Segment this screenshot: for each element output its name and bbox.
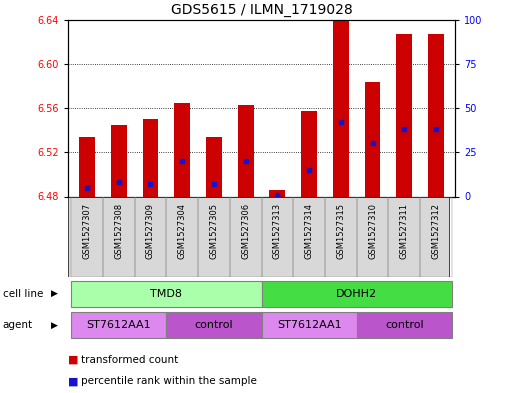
Bar	[389, 196, 420, 277]
Text: GSM1527305: GSM1527305	[209, 203, 219, 259]
Text: ▶: ▶	[51, 289, 58, 298]
Bar	[206, 137, 222, 196]
Text: agent: agent	[3, 320, 33, 330]
Bar	[325, 196, 357, 277]
Text: ▶: ▶	[51, 321, 58, 330]
Bar	[230, 196, 262, 277]
Bar	[269, 190, 285, 196]
Title: GDS5615 / ILMN_1719028: GDS5615 / ILMN_1719028	[170, 3, 353, 17]
Bar	[198, 196, 230, 277]
Bar	[301, 111, 317, 196]
Text: ■: ■	[68, 354, 78, 365]
Bar	[71, 312, 166, 338]
Text: DOHH2: DOHH2	[336, 289, 377, 299]
Text: GSM1527315: GSM1527315	[336, 203, 345, 259]
Text: GSM1527310: GSM1527310	[368, 203, 377, 259]
Text: control: control	[385, 320, 424, 330]
Text: percentile rank within the sample: percentile rank within the sample	[81, 376, 257, 386]
Text: TMD8: TMD8	[150, 289, 183, 299]
Bar	[71, 281, 262, 307]
Text: control: control	[195, 320, 233, 330]
Bar	[420, 196, 452, 277]
Text: GSM1527313: GSM1527313	[273, 203, 282, 259]
Text: GSM1527308: GSM1527308	[114, 203, 123, 259]
Text: ■: ■	[68, 376, 78, 386]
Bar	[79, 137, 95, 196]
Text: transformed count: transformed count	[81, 354, 178, 365]
Bar	[143, 119, 158, 196]
Text: cell line: cell line	[3, 289, 43, 299]
Bar	[365, 82, 380, 196]
Text: GSM1527304: GSM1527304	[178, 203, 187, 259]
Bar	[293, 196, 325, 277]
Text: ST7612AA1: ST7612AA1	[86, 320, 151, 330]
Bar	[357, 196, 389, 277]
Bar	[262, 196, 293, 277]
Text: GSM1527314: GSM1527314	[304, 203, 314, 259]
Bar	[71, 196, 103, 277]
Text: GSM1527307: GSM1527307	[83, 203, 92, 259]
Bar	[333, 17, 349, 196]
Bar	[396, 34, 412, 197]
Bar	[262, 281, 452, 307]
Text: GSM1527311: GSM1527311	[400, 203, 409, 259]
Bar	[166, 196, 198, 277]
Bar	[134, 196, 166, 277]
Text: GSM1527312: GSM1527312	[431, 203, 440, 259]
Bar	[238, 105, 254, 196]
Text: GSM1527306: GSM1527306	[241, 203, 250, 259]
Bar	[166, 312, 262, 338]
Bar	[357, 312, 452, 338]
Bar	[262, 312, 357, 338]
Bar	[174, 103, 190, 196]
Bar	[111, 125, 127, 196]
Bar	[428, 34, 444, 197]
Text: GSM1527309: GSM1527309	[146, 203, 155, 259]
Text: ST7612AA1: ST7612AA1	[277, 320, 342, 330]
Bar	[103, 196, 134, 277]
